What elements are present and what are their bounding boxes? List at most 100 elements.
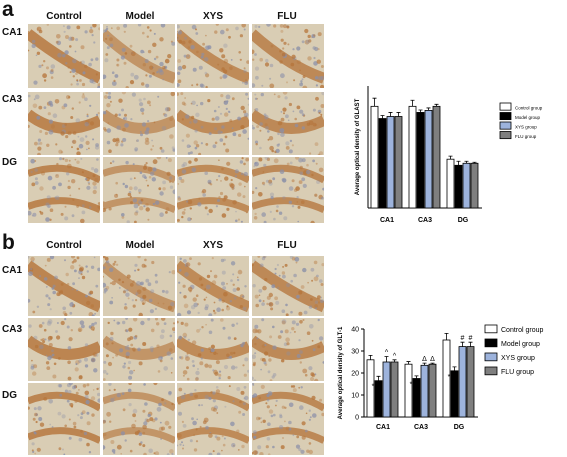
panel-a-header-control: Control xyxy=(46,11,82,22)
panel-a-micrograph-flu-ca3 xyxy=(252,92,324,155)
panel-b-micrograph-xys-ca3 xyxy=(177,318,249,381)
panel-a-micrograph-model-dg xyxy=(103,157,175,223)
glt1-ylabel: Average optical density of GLT-1 xyxy=(338,326,344,419)
glt1-bar-ca1-3 xyxy=(390,361,399,418)
panel-a-micrograph-flu-dg xyxy=(252,157,324,223)
glt1-bar-dg-1 xyxy=(450,370,459,418)
panel-b-letter: b xyxy=(2,231,15,254)
glast-errorbar-ca1-2 xyxy=(388,112,393,117)
glt1-annotation-ca1-1: * xyxy=(372,384,375,391)
glast-legend-swatch-1 xyxy=(499,112,512,121)
glast-category-ca3: CA3 xyxy=(418,217,432,224)
glt1-legend-swatch-1 xyxy=(484,338,498,348)
panel-b-micrograph-flu-ca1 xyxy=(252,256,324,316)
glast-errorbar-ca3-0 xyxy=(410,99,415,107)
glt1-ytick-label: 10 xyxy=(351,393,359,400)
glt1-ytick-label: 30 xyxy=(351,349,359,356)
glt1-category-ca1: CA1 xyxy=(376,424,390,431)
panel-a-micrograph-model-ca3 xyxy=(103,92,175,155)
glt1-errorbar-ca3-3 xyxy=(430,362,435,365)
glast-legend-label-0: Control group xyxy=(515,106,543,111)
panel-a-micrograph-xys-dg xyxy=(177,157,249,223)
glast-category-ca1: CA1 xyxy=(380,217,394,224)
glt1-bar-ca1-1 xyxy=(374,380,383,418)
glt1-annotation-ca1-3: ^ xyxy=(393,353,397,360)
glt1-legend-swatch-3 xyxy=(484,366,498,376)
glast-errorbar-dg-2 xyxy=(464,160,469,164)
panel-b-header-flu: FLU xyxy=(277,240,297,251)
panel-a-row-ca3: CA3 xyxy=(2,94,23,105)
glast-legend-label-2: XYS group xyxy=(515,125,537,130)
glt1-category-ca3: CA3 xyxy=(414,424,428,431)
glt1-errorbar-dg-1 xyxy=(452,366,457,371)
panel-a-micrograph-xys-ca3 xyxy=(177,92,249,155)
glt1-legend-label-1: Model group xyxy=(501,341,540,348)
glt1-annotation-dg-3: # xyxy=(469,335,473,342)
panel-b-micrograph-xys-dg xyxy=(177,383,249,455)
panel-a-row-dg: DG xyxy=(2,157,17,168)
panel-a-micrograph-control-ca3 xyxy=(28,92,100,155)
glt1-annotation-dg-2: # xyxy=(461,335,465,342)
panel-b-header-model: Model xyxy=(125,240,155,251)
glast-errorbar-ca3-1 xyxy=(418,109,423,113)
glt1-legend-swatch-2 xyxy=(484,352,498,362)
glast-errorbar-dg-3 xyxy=(472,161,477,164)
panel-b-row-ca1: CA1 xyxy=(2,265,23,276)
glast-errorbar-dg-1 xyxy=(456,160,461,166)
glt1-errorbar-ca1-0 xyxy=(368,355,373,360)
panel-a-micrograph-flu-ca1 xyxy=(252,24,324,88)
glt1-ytick-label: 20 xyxy=(351,371,359,378)
glt1-bar-dg-2 xyxy=(458,346,467,418)
glast-legend-label-3: FLU group xyxy=(515,134,537,139)
panel-b-header-control: Control xyxy=(46,240,82,251)
glt1-ytick-label: 40 xyxy=(351,327,359,334)
glt1-ytick-label: 0 xyxy=(355,415,359,422)
glt1-bar-ca3-3 xyxy=(428,363,437,418)
glt1-annotation-ca3-1: * xyxy=(410,382,413,389)
panel-b-micrograph-model-ca1 xyxy=(103,256,175,316)
glt1-errorbar-dg-0 xyxy=(444,333,449,340)
glast-legend-swatch-3 xyxy=(499,131,512,140)
glt1-errorbar-ca3-1 xyxy=(414,375,419,379)
glast-errorbar-ca3-2 xyxy=(426,107,431,111)
panel-a-row-ca1: CA1 xyxy=(2,27,23,38)
glt1-annotation-ca1-2: ^ xyxy=(385,350,389,357)
panel-a-header-model: Model xyxy=(125,11,155,22)
panel-b-micrograph-control-ca3 xyxy=(28,318,100,381)
glt1-bar-ca3-2 xyxy=(420,364,429,418)
panel-b-micrograph-flu-ca3 xyxy=(252,318,324,381)
panel-b-micrograph-flu-dg xyxy=(252,383,324,455)
glt1-legend-swatch-0 xyxy=(484,324,498,334)
glast-errorbar-dg-0 xyxy=(448,155,453,160)
glast-legend-label-1: Model group xyxy=(515,115,541,120)
glt1-bar-dg-3 xyxy=(466,346,475,418)
glt1-legend-label-3: FLU group xyxy=(501,369,534,376)
glast-legend-swatch-2 xyxy=(499,121,512,130)
glt1-bar-ca3-0 xyxy=(404,363,413,418)
panel-a-header-xys: XYS xyxy=(202,11,224,22)
panel-a-letter: a xyxy=(2,0,14,21)
glt1-errorbar-ca1-3 xyxy=(392,359,397,362)
glt1-errorbar-ca3-0 xyxy=(406,361,411,365)
glast-errorbar-ca1-3 xyxy=(396,112,401,117)
panel-b-header-xys: XYS xyxy=(202,240,224,251)
panel-b-micrograph-model-ca3 xyxy=(103,318,175,381)
glast-category-dg: DG xyxy=(458,217,469,224)
panel-b-row-ca3: CA3 xyxy=(2,324,23,335)
glt1-bar-ca1-2 xyxy=(382,361,391,418)
panel-a-micrograph-control-ca1 xyxy=(28,24,100,88)
panel-a-micrograph-control-dg xyxy=(28,157,100,223)
panel-b-micrograph-xys-ca1 xyxy=(177,256,249,316)
panel-b-micrograph-model-dg xyxy=(103,383,175,455)
glt1-errorbar-ca3-2 xyxy=(422,362,427,366)
glast-ylabel: Average optical density of GLAST xyxy=(355,98,361,195)
glt1-legend-label-2: XYS group xyxy=(501,355,535,362)
glt1-legend-label-0: Control group xyxy=(501,327,544,334)
glast-errorbar-ca1-1 xyxy=(380,115,385,119)
glast-errorbar-ca1-0 xyxy=(372,97,377,107)
panel-a-header-flu: FLU xyxy=(277,11,297,22)
panel-b-row-dg: DG xyxy=(2,390,17,401)
glt1-annotation-ca3-2: Δ xyxy=(422,356,427,363)
glt1-annotation-ca3-3: Δ xyxy=(430,356,435,363)
